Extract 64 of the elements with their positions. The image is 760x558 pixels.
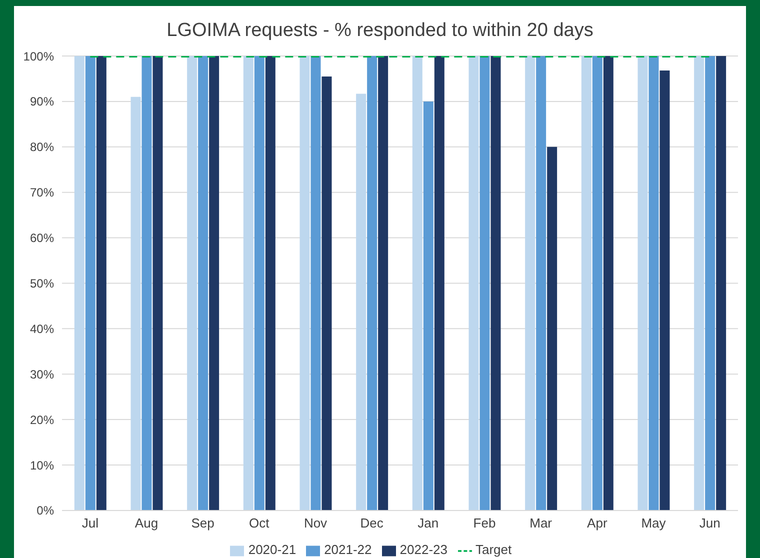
x-tick-label: Sep xyxy=(191,516,214,531)
bar xyxy=(96,56,106,510)
bar xyxy=(660,70,670,510)
bar xyxy=(243,56,254,510)
y-tick-label: 60% xyxy=(30,231,54,246)
bar xyxy=(367,56,378,510)
x-tick-label: Dec xyxy=(360,516,384,531)
bar xyxy=(310,56,321,510)
bar xyxy=(85,56,96,510)
bar xyxy=(581,56,592,510)
bar xyxy=(412,56,422,510)
y-tick-label: 90% xyxy=(30,94,54,109)
y-tick-label: 30% xyxy=(30,367,54,382)
bar xyxy=(198,56,208,510)
x-tick-label: Nov xyxy=(304,516,328,531)
legend-label: 2020-21 xyxy=(248,542,296,558)
y-tick-label: 100% xyxy=(23,49,54,64)
bar xyxy=(525,56,536,510)
bar xyxy=(187,56,198,510)
x-tick-label: Mar xyxy=(530,516,553,531)
legend-label: 2021-22 xyxy=(324,542,372,558)
bar xyxy=(423,101,434,510)
x-tick-label: Oct xyxy=(249,516,270,531)
bar xyxy=(434,56,444,510)
bar xyxy=(547,146,558,510)
y-tick-label: 10% xyxy=(30,458,54,472)
bar xyxy=(536,56,546,510)
bar xyxy=(603,56,614,510)
bar xyxy=(480,56,490,510)
y-tick-label: 80% xyxy=(30,140,54,154)
bar xyxy=(152,56,163,510)
x-tick-label: Feb xyxy=(473,516,496,531)
bar xyxy=(356,94,366,510)
x-tick-label: Jan xyxy=(418,516,439,531)
bar xyxy=(490,56,501,510)
x-tick-label: Aug xyxy=(134,516,158,531)
y-tick-label: 70% xyxy=(30,186,54,200)
bar xyxy=(378,56,388,510)
bar xyxy=(265,56,276,510)
bar xyxy=(468,56,479,510)
bar xyxy=(638,56,648,510)
bar xyxy=(254,56,264,510)
bar xyxy=(592,56,602,510)
bar xyxy=(705,56,716,510)
bar xyxy=(74,56,84,510)
x-tick-label: May xyxy=(641,516,666,531)
y-tick-label: 0% xyxy=(36,504,54,518)
chart-title: LGOIMA requests - % responded to within 20 days xyxy=(166,19,594,43)
x-tick-label: Jun xyxy=(699,516,720,531)
bar xyxy=(300,56,310,510)
bar xyxy=(130,96,141,510)
y-tick-label: 50% xyxy=(30,276,54,290)
legend-label: Target xyxy=(476,542,512,558)
legend-label: 2022-23 xyxy=(400,542,448,558)
bar xyxy=(142,56,152,510)
bar xyxy=(209,56,220,510)
x-tick-label: Jul xyxy=(82,516,99,531)
y-tick-label: 20% xyxy=(30,412,54,427)
bar xyxy=(716,56,726,510)
bar xyxy=(322,76,332,510)
bar xyxy=(694,56,704,510)
x-tick-label: Apr xyxy=(587,516,608,531)
y-tick-label: 40% xyxy=(30,322,54,336)
bar xyxy=(648,56,659,510)
